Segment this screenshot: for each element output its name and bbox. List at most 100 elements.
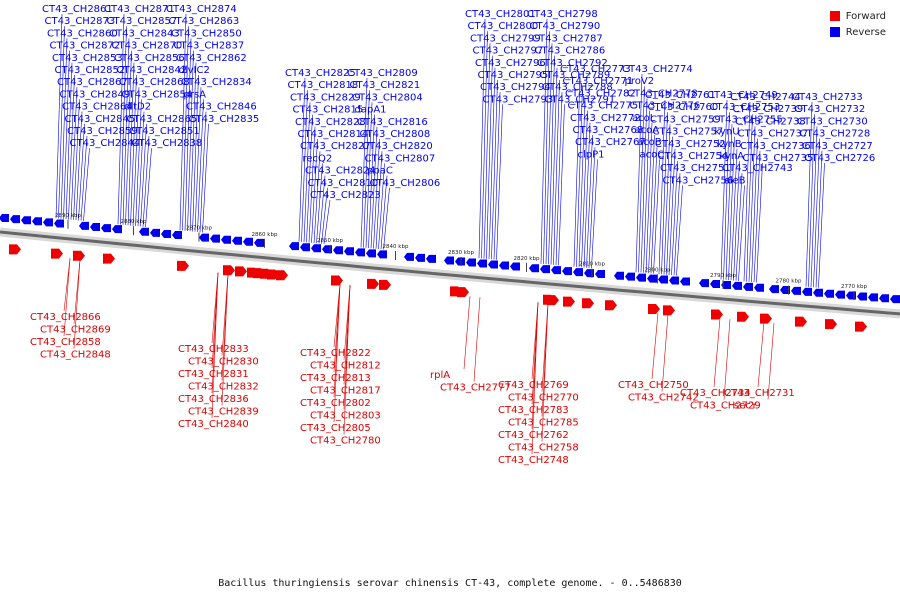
reverse-gene-label: CT43_CH2788	[542, 82, 613, 93]
forward-leader	[767, 322, 775, 400]
forward-gene	[276, 270, 288, 281]
reverse-gene-label: CT43_CH2774	[622, 64, 693, 75]
reverse-gene-label: CT43_CH2753	[710, 102, 781, 113]
forward-gene	[795, 316, 807, 327]
reverse-gene-label: CT43_CH2796	[475, 58, 546, 69]
tick-label: 2880 kbp	[121, 219, 147, 225]
reverse-leader	[720, 99, 728, 280]
reverse-gene	[344, 247, 354, 256]
forward-gene	[663, 305, 675, 316]
reverse-gene	[510, 262, 520, 271]
reverse-leader	[668, 148, 676, 275]
reverse-leader	[132, 87, 140, 226]
reverse-gene-label: CT43_CH2733	[792, 92, 863, 103]
reverse-gene-label: CT43_CH2823	[310, 190, 381, 201]
reverse-gene-label: kynA	[720, 151, 745, 162]
reverse-gene-label: CT43_CH2853	[52, 53, 123, 64]
reverse-gene-label: CT43_CH2787	[532, 33, 603, 44]
reverse-gene	[614, 271, 624, 280]
reverse-leader	[189, 62, 197, 232]
reverse-gene-label: CT43_CH2814	[298, 129, 369, 140]
legend: Forward Reverse	[829, 8, 886, 40]
reverse-gene-label: CT43_CH2835	[189, 114, 260, 125]
reverse-gene	[172, 231, 182, 240]
reverse-leader	[573, 73, 581, 267]
reverse-gene-label: CT43_CH2794	[480, 82, 551, 93]
reverse-gene	[139, 227, 149, 236]
reverse-leader	[725, 124, 733, 280]
reverse-gene-label: CT43_CH2837	[174, 41, 245, 52]
reverse-gene	[404, 252, 414, 261]
reverse-gene	[551, 266, 561, 275]
forward-leader	[343, 285, 351, 435]
reverse-gene-label: CT43_CH2864	[62, 102, 133, 113]
tick-label: 2770 kbp	[841, 284, 867, 290]
reverse-gene-label: CT43_CH2790	[530, 21, 601, 32]
reverse-leader	[120, 26, 127, 225]
reverse-gene	[161, 229, 171, 238]
forward-gene-label: CT43_CH2742	[628, 393, 699, 404]
reverse-gene-label: CT43_CH2775	[568, 101, 639, 112]
reverse-gene	[488, 260, 498, 269]
reverse-leader	[58, 26, 65, 219]
reverse-gene-label: CT43_CH2757	[653, 127, 724, 138]
reverse-gene-label: CT43_CH2759	[650, 114, 721, 125]
forward-leader	[63, 258, 71, 312]
reverse-gene-label: CT43_CH2743	[722, 163, 793, 174]
forward-gene	[73, 250, 85, 261]
reverse-gene-label: CT43_CH2843	[109, 28, 180, 39]
reverse-gene-label: CT43_CH2834	[181, 77, 252, 88]
reverse-leader	[735, 173, 743, 281]
reverse-leader	[122, 38, 130, 225]
reverse-leader	[192, 74, 199, 232]
reverse-gene-label: CT43_CH2730	[797, 116, 868, 127]
reverse-gene-label: acoL	[632, 113, 656, 124]
reverse-gene	[311, 244, 321, 253]
tick-label: 2800 kbp	[645, 267, 671, 273]
reverse-gene-label: CT43_CH2824	[305, 166, 376, 177]
reverse-leader	[117, 13, 125, 225]
forward-gene-label: CT43_CH2869	[40, 325, 111, 336]
forward-gene	[379, 279, 391, 290]
forward-gene	[711, 309, 723, 320]
forward-gene	[648, 304, 660, 315]
reverse-gene-label: recQ2	[303, 153, 333, 164]
reverse-gene	[573, 268, 583, 277]
reverse-leader	[643, 110, 650, 273]
reverse-gene-label: CT43_CH2868	[119, 77, 190, 88]
reverse-gene	[857, 292, 867, 301]
forward-swatch	[829, 11, 840, 21]
reverse-leader	[383, 187, 390, 250]
reverse-gene-label: CT43_CH2844	[70, 138, 141, 149]
genome-axis	[0, 230, 900, 316]
forward-leader	[757, 322, 765, 388]
reverse-leader	[671, 160, 678, 276]
forward-leader	[651, 312, 659, 380]
reverse-leader	[360, 77, 368, 248]
reverse-leader	[321, 187, 328, 244]
forward-gene-label: CT43_CH2803	[310, 411, 381, 422]
legend-reverse: Reverse	[829, 24, 886, 40]
reverse-leader	[653, 159, 660, 274]
reverse-leader	[748, 126, 756, 282]
reverse-leader	[70, 87, 78, 220]
reverse-gene	[333, 246, 343, 255]
reverse-gene-label: CT43_CH2778	[627, 88, 698, 99]
reverse-leader	[548, 55, 555, 265]
reverse-leader	[145, 148, 152, 227]
reverse-leader	[380, 175, 388, 250]
reverse-leader	[478, 18, 486, 259]
reverse-leader	[184, 38, 192, 231]
reverse-leader	[197, 99, 204, 232]
reverse-gene	[300, 243, 310, 252]
reverse-gene-label: CT43_CH2751	[660, 163, 731, 174]
reverse-gene	[21, 216, 31, 225]
reverse-leader	[298, 77, 306, 242]
reverse-gene-label: CT43_CH2828	[295, 117, 366, 128]
forward-gene	[855, 321, 867, 332]
forward-gene-label: CT43_CH2813	[300, 373, 371, 384]
forward-leader	[221, 273, 229, 406]
reverse-gene-label: CT43_CH2792	[537, 58, 608, 69]
tick-label: 2860 kbp	[252, 232, 278, 238]
